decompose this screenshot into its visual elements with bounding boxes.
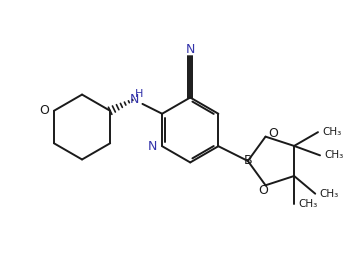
Text: N: N	[185, 43, 195, 56]
Text: CH₃: CH₃	[319, 189, 338, 199]
Text: CH₃: CH₃	[322, 127, 341, 137]
Text: N: N	[130, 94, 139, 106]
Text: O: O	[269, 127, 278, 140]
Text: H: H	[135, 89, 144, 99]
Text: B: B	[244, 154, 252, 168]
Text: O: O	[39, 104, 49, 117]
Text: CH₃: CH₃	[324, 150, 343, 160]
Text: O: O	[259, 184, 269, 197]
Text: CH₃: CH₃	[298, 199, 317, 208]
Text: N: N	[148, 140, 157, 153]
